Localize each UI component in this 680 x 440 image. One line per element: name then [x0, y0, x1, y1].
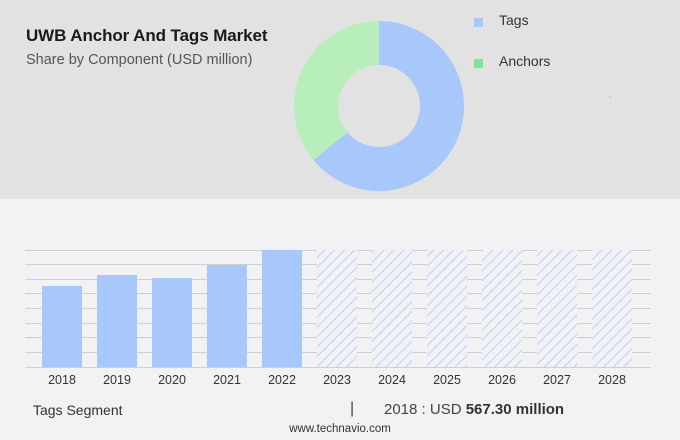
donut-slice-tags — [313, 21, 464, 191]
legend: Tags Anchors — [474, 12, 550, 76]
legend-label: Tags — [499, 12, 529, 28]
footer-separator: | — [350, 400, 355, 417]
decorative-dot — [609, 96, 611, 98]
x-tick-label: 2024 — [378, 373, 406, 387]
x-tick-label: 2028 — [598, 373, 626, 387]
source-link[interactable]: www.technavio.com — [289, 423, 391, 435]
legend-swatch-tags — [474, 18, 483, 27]
legend-swatch-anchors — [474, 59, 483, 68]
bar-2026 — [482, 250, 522, 367]
bar-2028 — [592, 250, 632, 367]
legend-item-anchors: Anchors — [474, 53, 550, 76]
chart-title: UWB Anchor And Tags Market — [26, 26, 268, 45]
segment-label: Tags Segment — [33, 402, 123, 418]
bar-2025 — [427, 250, 467, 367]
bar-2022 — [262, 250, 302, 367]
legend-label: Anchors — [499, 53, 551, 69]
bar-2018 — [42, 285, 82, 367]
bar-2024 — [372, 250, 412, 367]
x-tick-label: 2027 — [543, 373, 571, 387]
x-tick-label: 2020 — [158, 373, 186, 387]
segment-value: 2018 : USD 567.30 million — [384, 401, 564, 418]
top-panel: UWB Anchor And Tags Market Share by Comp… — [0, 0, 680, 199]
x-tick-label: 2018 — [48, 373, 76, 387]
bar-chart: 2018 2019 2020 2021 2022 2023 2024 2025 2026 2027… — [25, 250, 651, 387]
bar-2020 — [152, 278, 192, 367]
donut-chart — [293, 21, 464, 191]
value-amount: 567.30 million — [465, 401, 565, 418]
x-tick-label: 2023 — [323, 373, 351, 387]
legend-item-tags: Tags — [474, 12, 550, 35]
x-tick-label: 2025 — [433, 373, 461, 387]
donut-slice-anchors — [293, 21, 379, 161]
x-tick-label: 2019 — [103, 373, 131, 387]
bar-2021 — [207, 265, 247, 367]
bar-2027 — [537, 250, 577, 367]
x-tick-label: 2026 — [488, 373, 516, 387]
bar-2023 — [317, 250, 357, 367]
value-prefix: 2018 : USD — [384, 401, 466, 418]
x-tick-label: 2021 — [213, 373, 241, 387]
chart-subtitle: Share by Component (USD million) — [26, 52, 253, 68]
bar-2019 — [97, 275, 137, 367]
x-tick-label: 2022 — [268, 373, 296, 387]
